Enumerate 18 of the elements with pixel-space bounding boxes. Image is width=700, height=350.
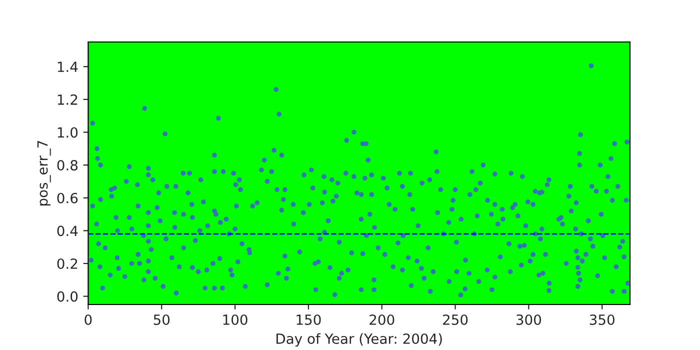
x-tick-label: 50: [154, 314, 170, 325]
x-axis-title: Day of Year (Year: 2004): [276, 333, 442, 347]
x-tick-label: 300: [516, 314, 542, 325]
y-tick-label: 0.0: [57, 291, 78, 302]
x-tick-label: 250: [443, 314, 468, 325]
x-tick-label: 200: [370, 314, 394, 325]
y-tick-label: 0.8: [57, 160, 78, 171]
y-axis-title: pos_err_7: [37, 140, 51, 206]
y-tick-label: 0.4: [57, 226, 78, 236]
x-tick-label: 0: [84, 314, 92, 325]
y-tick-label: 1.0: [58, 127, 78, 138]
y-tick-label: 0.6: [57, 192, 78, 204]
x-tick-label: 100: [223, 314, 248, 325]
x-tick-label: 350: [590, 314, 614, 325]
y-tick-label: 1.4: [58, 62, 78, 72]
y-tick-label: 1.2: [58, 94, 78, 105]
y-tick-label: 0.2: [57, 258, 78, 269]
x-tick-label: 150: [296, 314, 321, 325]
